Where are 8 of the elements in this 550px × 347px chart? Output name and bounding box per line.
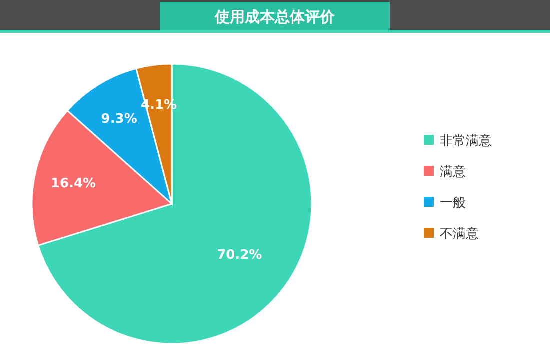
data-label: 70.2% [217,248,262,263]
legend-label: 满意 [440,165,466,180]
legend-label: 非常满意 [440,134,492,149]
legend-label: 不满意 [440,227,479,242]
data-label: 9.3% [101,112,138,128]
legend-label: 一般 [440,196,466,211]
chart-title: 使用成本总体评价 [214,8,336,26]
data-label: 16.4% [50,176,96,192]
